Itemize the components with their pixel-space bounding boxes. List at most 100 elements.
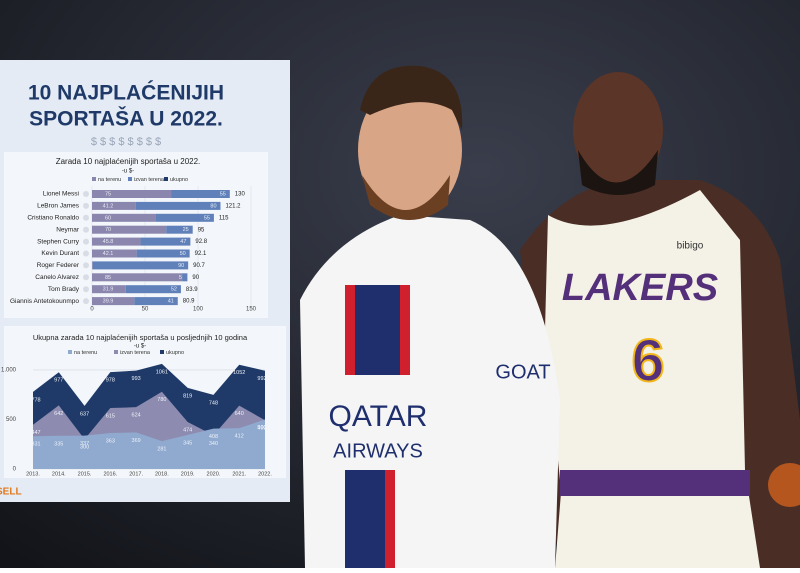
- chart-title: Ukupna zarada 10 najplaćenijih sportaša …: [33, 333, 248, 342]
- jersey-text: QATAR: [329, 400, 428, 433]
- chart-subtitle: -u $-: [134, 344, 146, 350]
- icon: [83, 202, 89, 209]
- y-tick-label: 0: [13, 467, 17, 473]
- y-tick-label: Roger Federer: [37, 262, 80, 269]
- bar-label: 52: [171, 287, 177, 293]
- icon: [83, 250, 89, 257]
- icon: [83, 226, 89, 233]
- jersey-text: LAKERS: [562, 267, 718, 309]
- icon: [83, 298, 89, 305]
- legend-label: ukupno: [166, 350, 184, 356]
- bar-label: 90: [178, 263, 184, 269]
- legend-swatch: [164, 177, 168, 181]
- area-label: 993: [132, 376, 141, 382]
- area-label: 978: [106, 378, 115, 384]
- total-label: 80.9: [183, 299, 195, 305]
- area-label: 642: [54, 411, 63, 417]
- bar-segment: [166, 225, 193, 234]
- bar-label: 55: [204, 215, 210, 221]
- y-tick-label: Stephen Curry: [37, 238, 80, 245]
- bar-label: 41.2: [103, 203, 114, 209]
- x-tick-label: 2017.: [129, 471, 143, 477]
- total-label: 92.1: [195, 251, 207, 257]
- bar-segment: [92, 261, 189, 270]
- x-tick-label: 150: [246, 307, 257, 313]
- bar-segment: [92, 225, 167, 234]
- total-label: 121.2: [225, 203, 241, 209]
- bar-segment: [140, 237, 191, 246]
- bar-label: 50: [180, 251, 186, 257]
- bar-label: 70: [105, 227, 111, 233]
- bar-label: 80: [210, 203, 216, 209]
- area-label: 492: [257, 426, 266, 432]
- area-label: 992: [257, 376, 266, 382]
- bar-label: 5: [179, 275, 182, 281]
- area-label: 615: [106, 414, 115, 420]
- bar-segment: [155, 213, 214, 222]
- x-tick-label: 2013.: [26, 471, 40, 477]
- dollars: $ $ $ $ $ $ $ $: [91, 136, 161, 148]
- jersey-text: bibigo: [677, 241, 704, 252]
- x-tick-label: 0: [90, 307, 94, 313]
- bar-label: 75: [105, 191, 111, 197]
- legend-swatch: [114, 350, 118, 354]
- area-label: 819: [183, 393, 192, 399]
- bar-label: 39.9: [103, 299, 114, 305]
- area-label: 1061: [156, 369, 168, 375]
- brand: SELL: [0, 487, 22, 498]
- area-label: 977: [54, 378, 63, 384]
- area-label: 281: [157, 447, 166, 453]
- y-tick-label: 1.000: [1, 367, 17, 373]
- title: SPORTAŠA U 2022.: [29, 107, 223, 131]
- bar-segment: [135, 201, 221, 210]
- player-messi: QATAR AIRWAYS GOAT: [300, 65, 560, 568]
- area-label: 447: [31, 430, 40, 436]
- total-label: 115: [219, 215, 229, 221]
- y-tick-label: Giannis Antetokounmpo: [10, 298, 79, 305]
- area-label: 640: [235, 411, 244, 417]
- legend-label: izvan terena: [134, 177, 165, 183]
- bar-segment: [171, 190, 230, 198]
- x-tick-label: 100: [193, 307, 204, 313]
- bar-segment: [92, 273, 183, 282]
- total-label: 83.9: [186, 287, 198, 293]
- y-tick-label: LeBron James: [37, 203, 80, 210]
- y-tick-label: Kevin Durant: [41, 250, 79, 257]
- icon: [83, 286, 89, 293]
- total-label: 92.8: [195, 239, 207, 245]
- bar-segment: [125, 285, 181, 294]
- area-label: 748: [209, 400, 218, 406]
- area-label: 345: [183, 440, 192, 446]
- legend-swatch: [160, 350, 164, 354]
- y-tick-label: Cristiano Ronaldo: [27, 215, 79, 222]
- area-label: 300: [80, 445, 89, 451]
- x-tick-label: 2022.: [258, 471, 272, 477]
- bar-segment: [92, 213, 156, 222]
- bar-label: 60: [105, 215, 111, 221]
- total-label: 90.7: [193, 263, 205, 269]
- icon: [83, 214, 89, 221]
- total-label: 95: [198, 227, 205, 233]
- area-label: 778: [31, 397, 40, 403]
- area: [33, 419, 265, 469]
- y-tick-label: Tom Brady: [48, 286, 80, 293]
- area-label: 780: [157, 397, 166, 403]
- legend-swatch: [68, 350, 72, 354]
- jersey-text: GOAT: [495, 361, 550, 383]
- x-tick-label: 50: [142, 307, 149, 313]
- x-tick-label: 2020.: [207, 471, 221, 477]
- bar-segment: [92, 249, 137, 258]
- jersey-text: 6: [631, 327, 664, 394]
- area-label: 637: [80, 411, 89, 417]
- x-tick-label: 2019.: [181, 471, 195, 477]
- bar-segment: [92, 297, 135, 306]
- legend-label: na terenu: [74, 350, 97, 356]
- chart-subtitle: -u $-: [122, 169, 134, 175]
- y-tick-label: Canelo Alvarez: [35, 274, 79, 281]
- legend-label: na terenu: [98, 177, 121, 183]
- icon: [83, 274, 89, 281]
- bar-label: 55: [220, 191, 226, 197]
- legend-swatch: [92, 177, 96, 181]
- total-label: 90: [192, 275, 199, 281]
